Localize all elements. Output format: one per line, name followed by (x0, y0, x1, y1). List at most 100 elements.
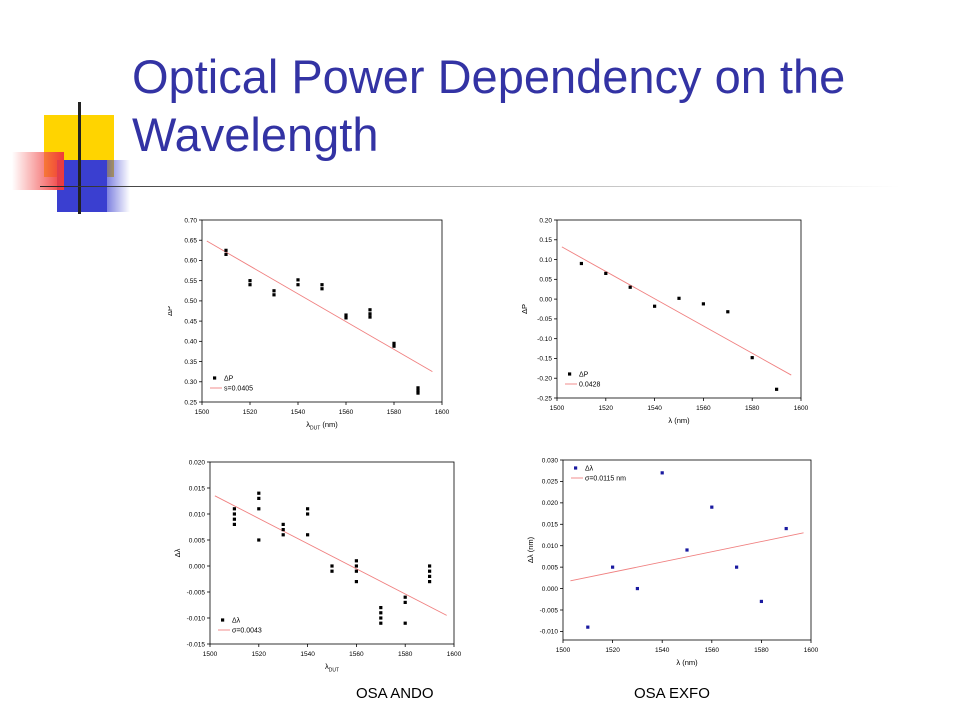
data-point (257, 538, 261, 542)
title-underline (40, 186, 900, 187)
data-point (428, 564, 432, 568)
data-point (296, 278, 300, 282)
data-point (710, 505, 714, 509)
data-point (403, 621, 407, 625)
x-tick-label: 1600 (804, 647, 819, 654)
legend-label-points: Δλ (232, 618, 241, 625)
x-tick-label: 1500 (195, 409, 210, 416)
data-point (428, 580, 432, 584)
x-tick-label: 1600 (447, 651, 462, 658)
data-point (281, 533, 285, 537)
x-tick-label: 1540 (655, 647, 670, 654)
x-tick-label: 1580 (398, 651, 413, 658)
chart-ando-wavelength-svg: 1500 1520 1540 1560 1580 1600 -0.015 -0.010 -0.0… (173, 459, 462, 674)
data-point (586, 625, 590, 629)
x-tick-label: 1500 (556, 647, 571, 654)
y-tick-label: 0.30 (184, 379, 197, 386)
data-point (635, 586, 639, 591)
data-point (232, 522, 236, 526)
y-tick-label: 0.40 (184, 339, 197, 346)
x-axis-label: λDUT (nm) (306, 420, 338, 432)
chart-ando-power: 1500 1520 1540 1560 1580 1600 0.25 0.30 0.35 0.40… (168, 210, 458, 440)
legend-marker (213, 376, 217, 380)
y-tick-label: 0.45 (184, 318, 197, 325)
fit-line (561, 246, 792, 376)
data-point (272, 293, 276, 297)
x-axis-label: λ (nm) (676, 658, 698, 667)
x-tick-label: 1520 (252, 651, 267, 658)
data-point (416, 386, 420, 390)
legend-label-fit: σ=0.0115 nm (585, 476, 626, 483)
plot-frame (209, 461, 455, 645)
data-point (232, 517, 236, 521)
y-tick-label: -0.010 (187, 615, 206, 622)
fit-line (206, 240, 433, 373)
y-tick-label: -0.25 (537, 395, 552, 402)
data-point (379, 616, 383, 620)
data-point (344, 313, 348, 317)
data-point (735, 565, 739, 569)
y-tick-label: -0.05 (537, 316, 552, 323)
data-point (392, 341, 396, 345)
legend-label-fit: 0.0428 (579, 382, 601, 389)
x-tick-label: 1580 (745, 405, 760, 412)
y-tick-label: 0.10 (539, 257, 552, 264)
data-point (354, 564, 358, 568)
x-tick-label: 1560 (705, 647, 720, 654)
x-tick-label: 1540 (300, 651, 315, 658)
data-point (248, 279, 252, 283)
slide-title: Optical Power Dependency on the Waveleng… (132, 50, 846, 161)
data-point (403, 600, 407, 604)
data-point (368, 308, 372, 312)
plot-frame (556, 219, 802, 399)
data-point (379, 611, 383, 615)
x-tick-label: 1540 (291, 409, 306, 416)
y-tick-label: -0.20 (537, 376, 552, 383)
x-axis-label: λ (nm) (668, 416, 690, 425)
data-point (232, 512, 236, 516)
data-point (330, 564, 334, 568)
legend-label-points: ΔP (579, 372, 589, 379)
data-point (368, 312, 372, 316)
fit-line (570, 532, 804, 582)
y-axis-label: Δλ (nm) (526, 536, 535, 563)
data-point (344, 316, 348, 320)
data-point (281, 522, 285, 526)
x-tick-label: 1600 (794, 405, 809, 412)
data-point (306, 507, 310, 511)
y-tick-label: -0.005 (540, 607, 559, 614)
data-point (281, 528, 285, 532)
y-tick-label: -0.010 (540, 629, 559, 636)
data-point (248, 283, 252, 287)
x-tick-label: 1520 (243, 409, 258, 416)
y-tick-label: 0.70 (184, 217, 197, 224)
y-tick-label: -0.10 (537, 336, 552, 343)
data-point (403, 595, 407, 599)
x-axis-label: λDUT (325, 662, 339, 674)
data-point (368, 315, 372, 319)
chart-exfo-wavelength: 1500 1520 1540 1560 1580 1600 -0.010 -0.005 0.00… (515, 452, 825, 682)
data-point (257, 491, 261, 495)
data-point (354, 580, 358, 584)
y-tick-label: 0.50 (184, 298, 197, 305)
x-tick-label: 1500 (203, 651, 218, 658)
y-tick-label: 0.55 (184, 278, 197, 285)
plot-frame (562, 459, 812, 641)
data-point (320, 283, 324, 287)
y-tick-label: 0.60 (184, 258, 197, 265)
chart-ando-wavelength: 1500 1520 1540 1560 1580 1600 -0.015 -0.010 -0.0… (168, 452, 468, 682)
y-tick-label: 0.25 (184, 399, 197, 406)
y-tick-label: 0.015 (189, 485, 206, 492)
x-tick-label: 1540 (647, 405, 662, 412)
data-point (379, 621, 383, 625)
x-tick-label: 1560 (696, 405, 711, 412)
data-point (701, 302, 705, 306)
data-point (677, 296, 681, 300)
data-point (660, 471, 664, 475)
data-point (320, 287, 324, 291)
data-point (257, 507, 261, 511)
data-point (224, 252, 228, 256)
y-tick-label: 0.015 (542, 522, 559, 529)
y-tick-label: 0.65 (184, 238, 197, 245)
data-point (775, 387, 779, 391)
